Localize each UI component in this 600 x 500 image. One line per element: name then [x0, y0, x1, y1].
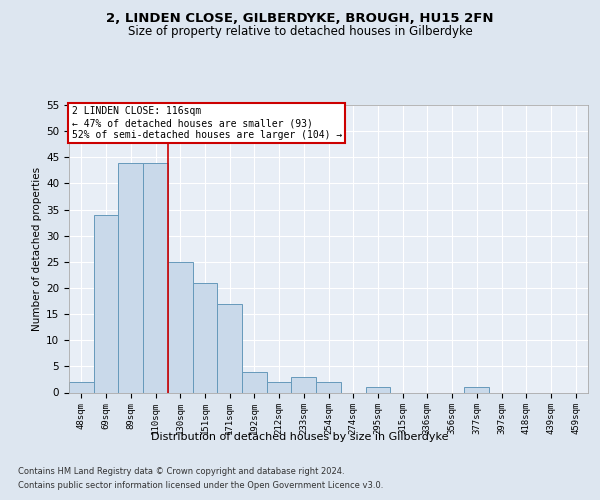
- Bar: [69, 382, 94, 392]
- Text: Contains public sector information licensed under the Open Government Licence v3: Contains public sector information licen…: [18, 481, 383, 490]
- Text: Size of property relative to detached houses in Gilberdyke: Size of property relative to detached ho…: [128, 25, 472, 38]
- Text: 2 LINDEN CLOSE: 116sqm
← 47% of detached houses are smaller (93)
52% of semi-det: 2 LINDEN CLOSE: 116sqm ← 47% of detached…: [71, 106, 342, 140]
- Y-axis label: Number of detached properties: Number of detached properties: [32, 166, 42, 331]
- Bar: [143, 162, 168, 392]
- Text: Distribution of detached houses by size in Gilberdyke: Distribution of detached houses by size …: [151, 432, 449, 442]
- Bar: [242, 372, 267, 392]
- Bar: [267, 382, 292, 392]
- Bar: [118, 162, 143, 392]
- Bar: [365, 388, 390, 392]
- Bar: [464, 388, 489, 392]
- Bar: [292, 377, 316, 392]
- Text: Contains HM Land Registry data © Crown copyright and database right 2024.: Contains HM Land Registry data © Crown c…: [18, 468, 344, 476]
- Bar: [94, 215, 118, 392]
- Bar: [316, 382, 341, 392]
- Text: 2, LINDEN CLOSE, GILBERDYKE, BROUGH, HU15 2FN: 2, LINDEN CLOSE, GILBERDYKE, BROUGH, HU1…: [106, 12, 494, 26]
- Bar: [168, 262, 193, 392]
- Bar: [193, 282, 217, 393]
- Bar: [217, 304, 242, 392]
